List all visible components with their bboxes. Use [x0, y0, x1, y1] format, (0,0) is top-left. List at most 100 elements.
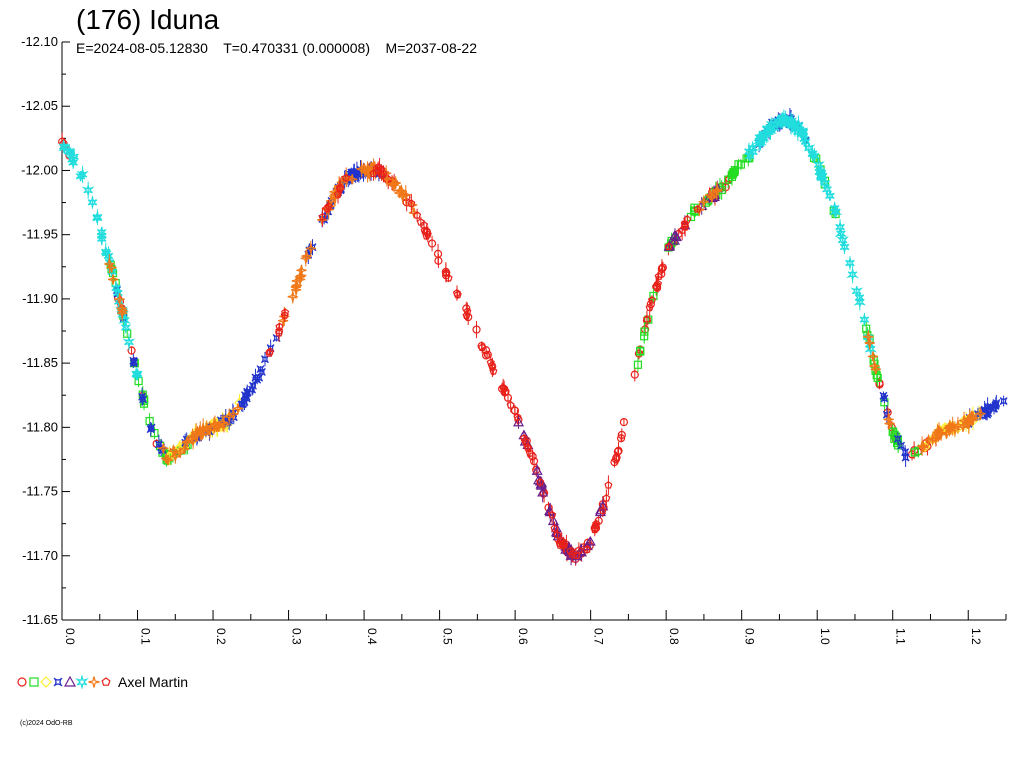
data-point	[693, 204, 702, 213]
data-point	[952, 420, 964, 431]
legend-marker-diamond	[40, 676, 52, 688]
legend-marker-circle	[17, 677, 27, 687]
data-point	[825, 190, 835, 201]
data-point	[388, 179, 399, 191]
y-tick-label: -11.80	[22, 419, 58, 434]
data-point	[266, 347, 275, 355]
data-point	[678, 226, 687, 234]
data-point	[482, 351, 491, 360]
data-point	[101, 248, 112, 259]
data-point	[81, 185, 95, 196]
y-tick-label: -11.90	[22, 291, 58, 306]
data-point	[752, 135, 766, 149]
data-point	[966, 410, 977, 421]
data-point	[990, 404, 998, 413]
data-point	[536, 477, 545, 486]
data-point	[87, 197, 98, 208]
data-point	[566, 547, 575, 555]
data-point	[711, 185, 722, 197]
data-point	[611, 455, 621, 464]
data-point	[537, 486, 549, 497]
data-point	[75, 171, 86, 182]
data-point	[820, 178, 831, 189]
data-point	[181, 437, 192, 448]
data-point	[68, 157, 78, 168]
data-point	[472, 325, 481, 334]
data-point	[69, 151, 79, 162]
data-point	[265, 349, 274, 357]
data-point	[416, 217, 425, 226]
data-point	[187, 435, 199, 446]
data-point	[243, 387, 252, 396]
data-point	[845, 257, 855, 269]
data-point	[867, 351, 879, 362]
data-point	[748, 146, 758, 158]
x-tick-label: 1.1	[894, 628, 908, 645]
data-point	[614, 446, 623, 455]
data-point	[582, 545, 592, 554]
data-point	[944, 420, 955, 432]
legend-marker-diamond-star	[88, 676, 100, 688]
data-point	[76, 167, 89, 180]
data-point	[121, 322, 131, 333]
data-point	[859, 314, 870, 325]
data-point	[736, 160, 745, 169]
data-point	[680, 220, 690, 228]
data-point	[513, 412, 522, 421]
data-point	[547, 515, 559, 526]
data-point	[257, 368, 266, 376]
data-point	[488, 363, 497, 371]
data-point	[179, 443, 190, 455]
data-point	[864, 337, 875, 349]
x-tick-label: 0.2	[214, 628, 228, 645]
data-point	[670, 231, 683, 242]
data-point	[146, 425, 155, 434]
data-point	[452, 288, 462, 297]
x-tick-label: 1.0	[818, 628, 832, 645]
data-point	[796, 128, 807, 140]
data-point	[846, 269, 859, 282]
data-point	[232, 403, 244, 414]
x-tick-label: 1.2	[969, 628, 983, 645]
legend-marker-square	[29, 677, 39, 687]
data-point	[322, 204, 332, 212]
data-point	[645, 303, 654, 311]
data-point	[305, 243, 317, 254]
x-tick-label: 0.7	[592, 628, 606, 645]
data-point	[139, 399, 149, 408]
axes: 0.0 0.1 0.2 0.3 0.4 0.5 0.6 0.7 0.8 0.9 1.0 1.1 1.2 -…	[21, 34, 1007, 645]
data-point	[556, 540, 565, 549]
data-point	[592, 519, 601, 528]
y-tick-label: -11.70	[22, 548, 58, 563]
legend-marker-pentagon	[101, 677, 111, 686]
data-point	[122, 336, 136, 348]
x-tick-label: 0.9	[743, 628, 757, 645]
data-point	[462, 311, 471, 319]
data-point	[836, 235, 850, 246]
data-point	[174, 447, 186, 458]
x-tick-label: 0.8	[667, 628, 681, 645]
data-point	[807, 148, 818, 159]
data-point	[333, 190, 343, 198]
data-point	[698, 196, 709, 207]
data-point	[548, 510, 557, 519]
data-point	[58, 142, 71, 156]
data-point	[646, 300, 655, 309]
data-point	[962, 416, 973, 428]
legend-observer-label: Axel Martin	[118, 674, 189, 690]
data-point	[883, 414, 894, 425]
data-point	[158, 443, 169, 454]
data-point	[489, 366, 498, 375]
data-point	[127, 346, 136, 355]
data-point	[884, 418, 895, 429]
data-point	[863, 331, 874, 342]
data-point	[525, 449, 534, 457]
data-point	[829, 206, 843, 217]
data-point	[633, 360, 643, 369]
data-point	[96, 227, 107, 238]
data-point	[256, 365, 265, 374]
data-point	[427, 239, 437, 248]
data-point	[228, 409, 239, 420]
data-point	[910, 448, 919, 457]
data-point	[96, 230, 107, 241]
